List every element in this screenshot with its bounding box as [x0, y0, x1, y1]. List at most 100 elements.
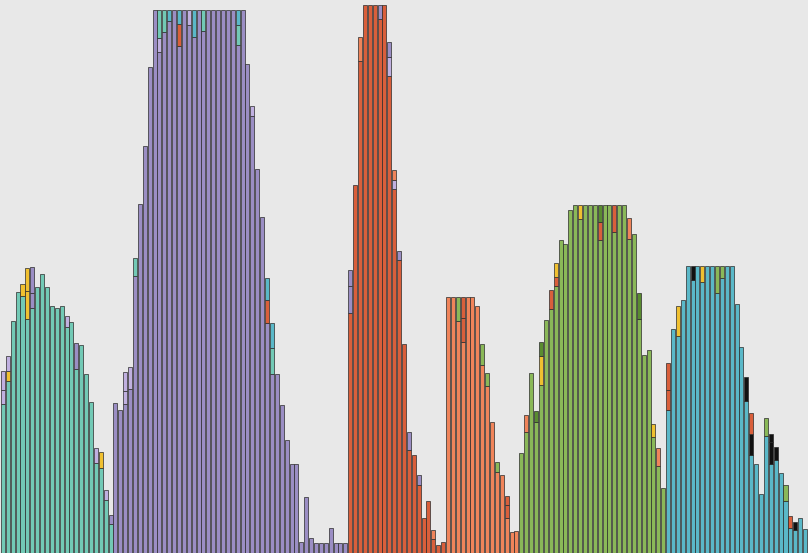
Bar — [343, 542, 347, 553]
Bar — [588, 205, 592, 553]
Bar — [744, 401, 748, 553]
Bar — [123, 372, 127, 392]
Bar — [461, 318, 465, 342]
Bar — [128, 389, 132, 553]
Bar — [558, 240, 562, 553]
Bar — [353, 185, 357, 553]
Bar — [568, 210, 572, 553]
Bar — [666, 410, 670, 553]
Bar — [553, 276, 558, 286]
Bar — [387, 58, 391, 76]
Bar — [441, 542, 445, 553]
Bar — [495, 462, 499, 472]
Bar — [392, 170, 396, 180]
Bar — [656, 448, 660, 466]
Bar — [153, 11, 157, 553]
Bar — [99, 468, 103, 553]
Bar — [113, 403, 117, 553]
Bar — [177, 24, 181, 46]
Bar — [583, 205, 587, 553]
Bar — [617, 205, 621, 553]
Bar — [593, 205, 597, 553]
Bar — [177, 11, 181, 24]
Bar — [676, 306, 680, 336]
Bar — [30, 267, 34, 293]
Bar — [377, 5, 381, 19]
Bar — [646, 350, 650, 553]
Bar — [412, 455, 416, 553]
Bar — [236, 11, 240, 25]
Bar — [94, 463, 98, 553]
Bar — [544, 320, 548, 553]
Bar — [671, 328, 675, 553]
Bar — [779, 473, 783, 553]
Bar — [89, 402, 93, 553]
Bar — [397, 251, 401, 260]
Bar — [79, 345, 83, 553]
Bar — [598, 205, 602, 222]
Bar — [505, 505, 509, 518]
Bar — [656, 466, 660, 553]
Bar — [500, 475, 504, 553]
Bar — [270, 374, 274, 553]
Bar — [798, 518, 802, 553]
Bar — [392, 180, 396, 189]
Bar — [598, 222, 602, 240]
Bar — [294, 465, 298, 553]
Bar — [25, 319, 29, 553]
Bar — [573, 205, 577, 553]
Bar — [65, 316, 69, 327]
Bar — [74, 343, 78, 369]
Bar — [705, 266, 709, 553]
Bar — [158, 38, 162, 52]
Bar — [754, 463, 758, 553]
Bar — [632, 234, 636, 553]
Bar — [490, 421, 494, 553]
Bar — [1, 390, 5, 404]
Bar — [563, 244, 567, 553]
Bar — [348, 270, 352, 286]
Bar — [108, 524, 112, 553]
Bar — [520, 453, 524, 553]
Bar — [299, 542, 303, 553]
Bar — [769, 442, 772, 465]
Bar — [20, 284, 24, 296]
Bar — [681, 300, 685, 553]
Bar — [505, 518, 509, 553]
Bar — [749, 434, 753, 455]
Bar — [250, 106, 255, 116]
Bar — [1, 371, 5, 390]
Bar — [270, 348, 274, 374]
Bar — [324, 542, 328, 553]
Bar — [196, 11, 200, 553]
Bar — [206, 11, 210, 553]
Bar — [143, 147, 147, 553]
Bar — [701, 266, 705, 281]
Bar — [118, 410, 122, 553]
Bar — [167, 11, 171, 21]
Bar — [148, 67, 152, 553]
Bar — [191, 37, 196, 553]
Bar — [608, 205, 612, 553]
Bar — [65, 327, 69, 553]
Bar — [505, 496, 509, 505]
Bar — [739, 347, 743, 553]
Bar — [789, 528, 793, 553]
Bar — [211, 11, 215, 553]
Bar — [260, 217, 264, 553]
Bar — [691, 266, 695, 280]
Bar — [603, 205, 607, 553]
Bar — [612, 232, 617, 553]
Bar — [309, 538, 313, 553]
Bar — [456, 321, 460, 553]
Bar — [612, 205, 617, 232]
Bar — [769, 434, 772, 442]
Bar — [407, 450, 411, 553]
Bar — [696, 266, 700, 553]
Bar — [446, 297, 450, 553]
Bar — [539, 385, 543, 553]
Bar — [436, 545, 440, 553]
Bar — [358, 60, 362, 553]
Bar — [103, 491, 107, 500]
Bar — [250, 116, 255, 553]
